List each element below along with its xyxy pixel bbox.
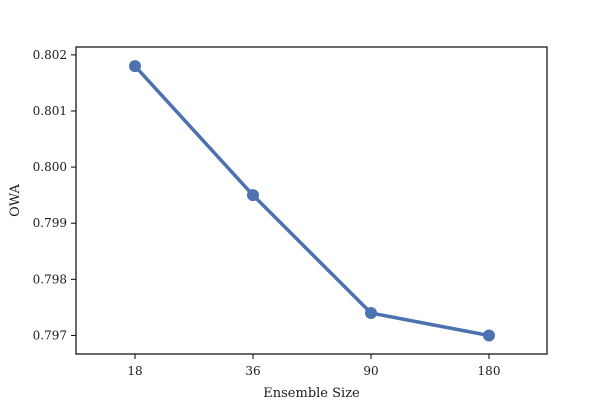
plot-area-border [75,46,548,355]
series-line [133,64,491,338]
y-axis: 0.797 0.798 0.799 0.800 0.801 0.802 [33,48,76,342]
x-tick-label: 180 [478,364,501,378]
y-tick-label: 0.800 [33,160,67,174]
x-tick-label: 90 [363,364,378,378]
y-tick-label: 0.798 [33,272,67,286]
data-point [483,329,495,342]
data-point [247,189,259,202]
x-axis-label: Ensemble Size [263,386,360,401]
y-tick-label: 0.799 [33,216,67,230]
x-tick-label: 18 [127,364,142,378]
y-axis-label: OWA [8,184,23,217]
plot-frame [75,46,548,355]
y-tick-label: 0.802 [33,48,67,62]
x-axis: 18 36 90 180 [127,354,500,378]
series-layer [129,60,495,342]
data-point [129,60,141,73]
y-tick-label: 0.801 [33,104,67,118]
data-point [365,307,377,320]
x-tick-label: 36 [245,364,260,378]
y-tick-label: 0.797 [33,328,67,342]
